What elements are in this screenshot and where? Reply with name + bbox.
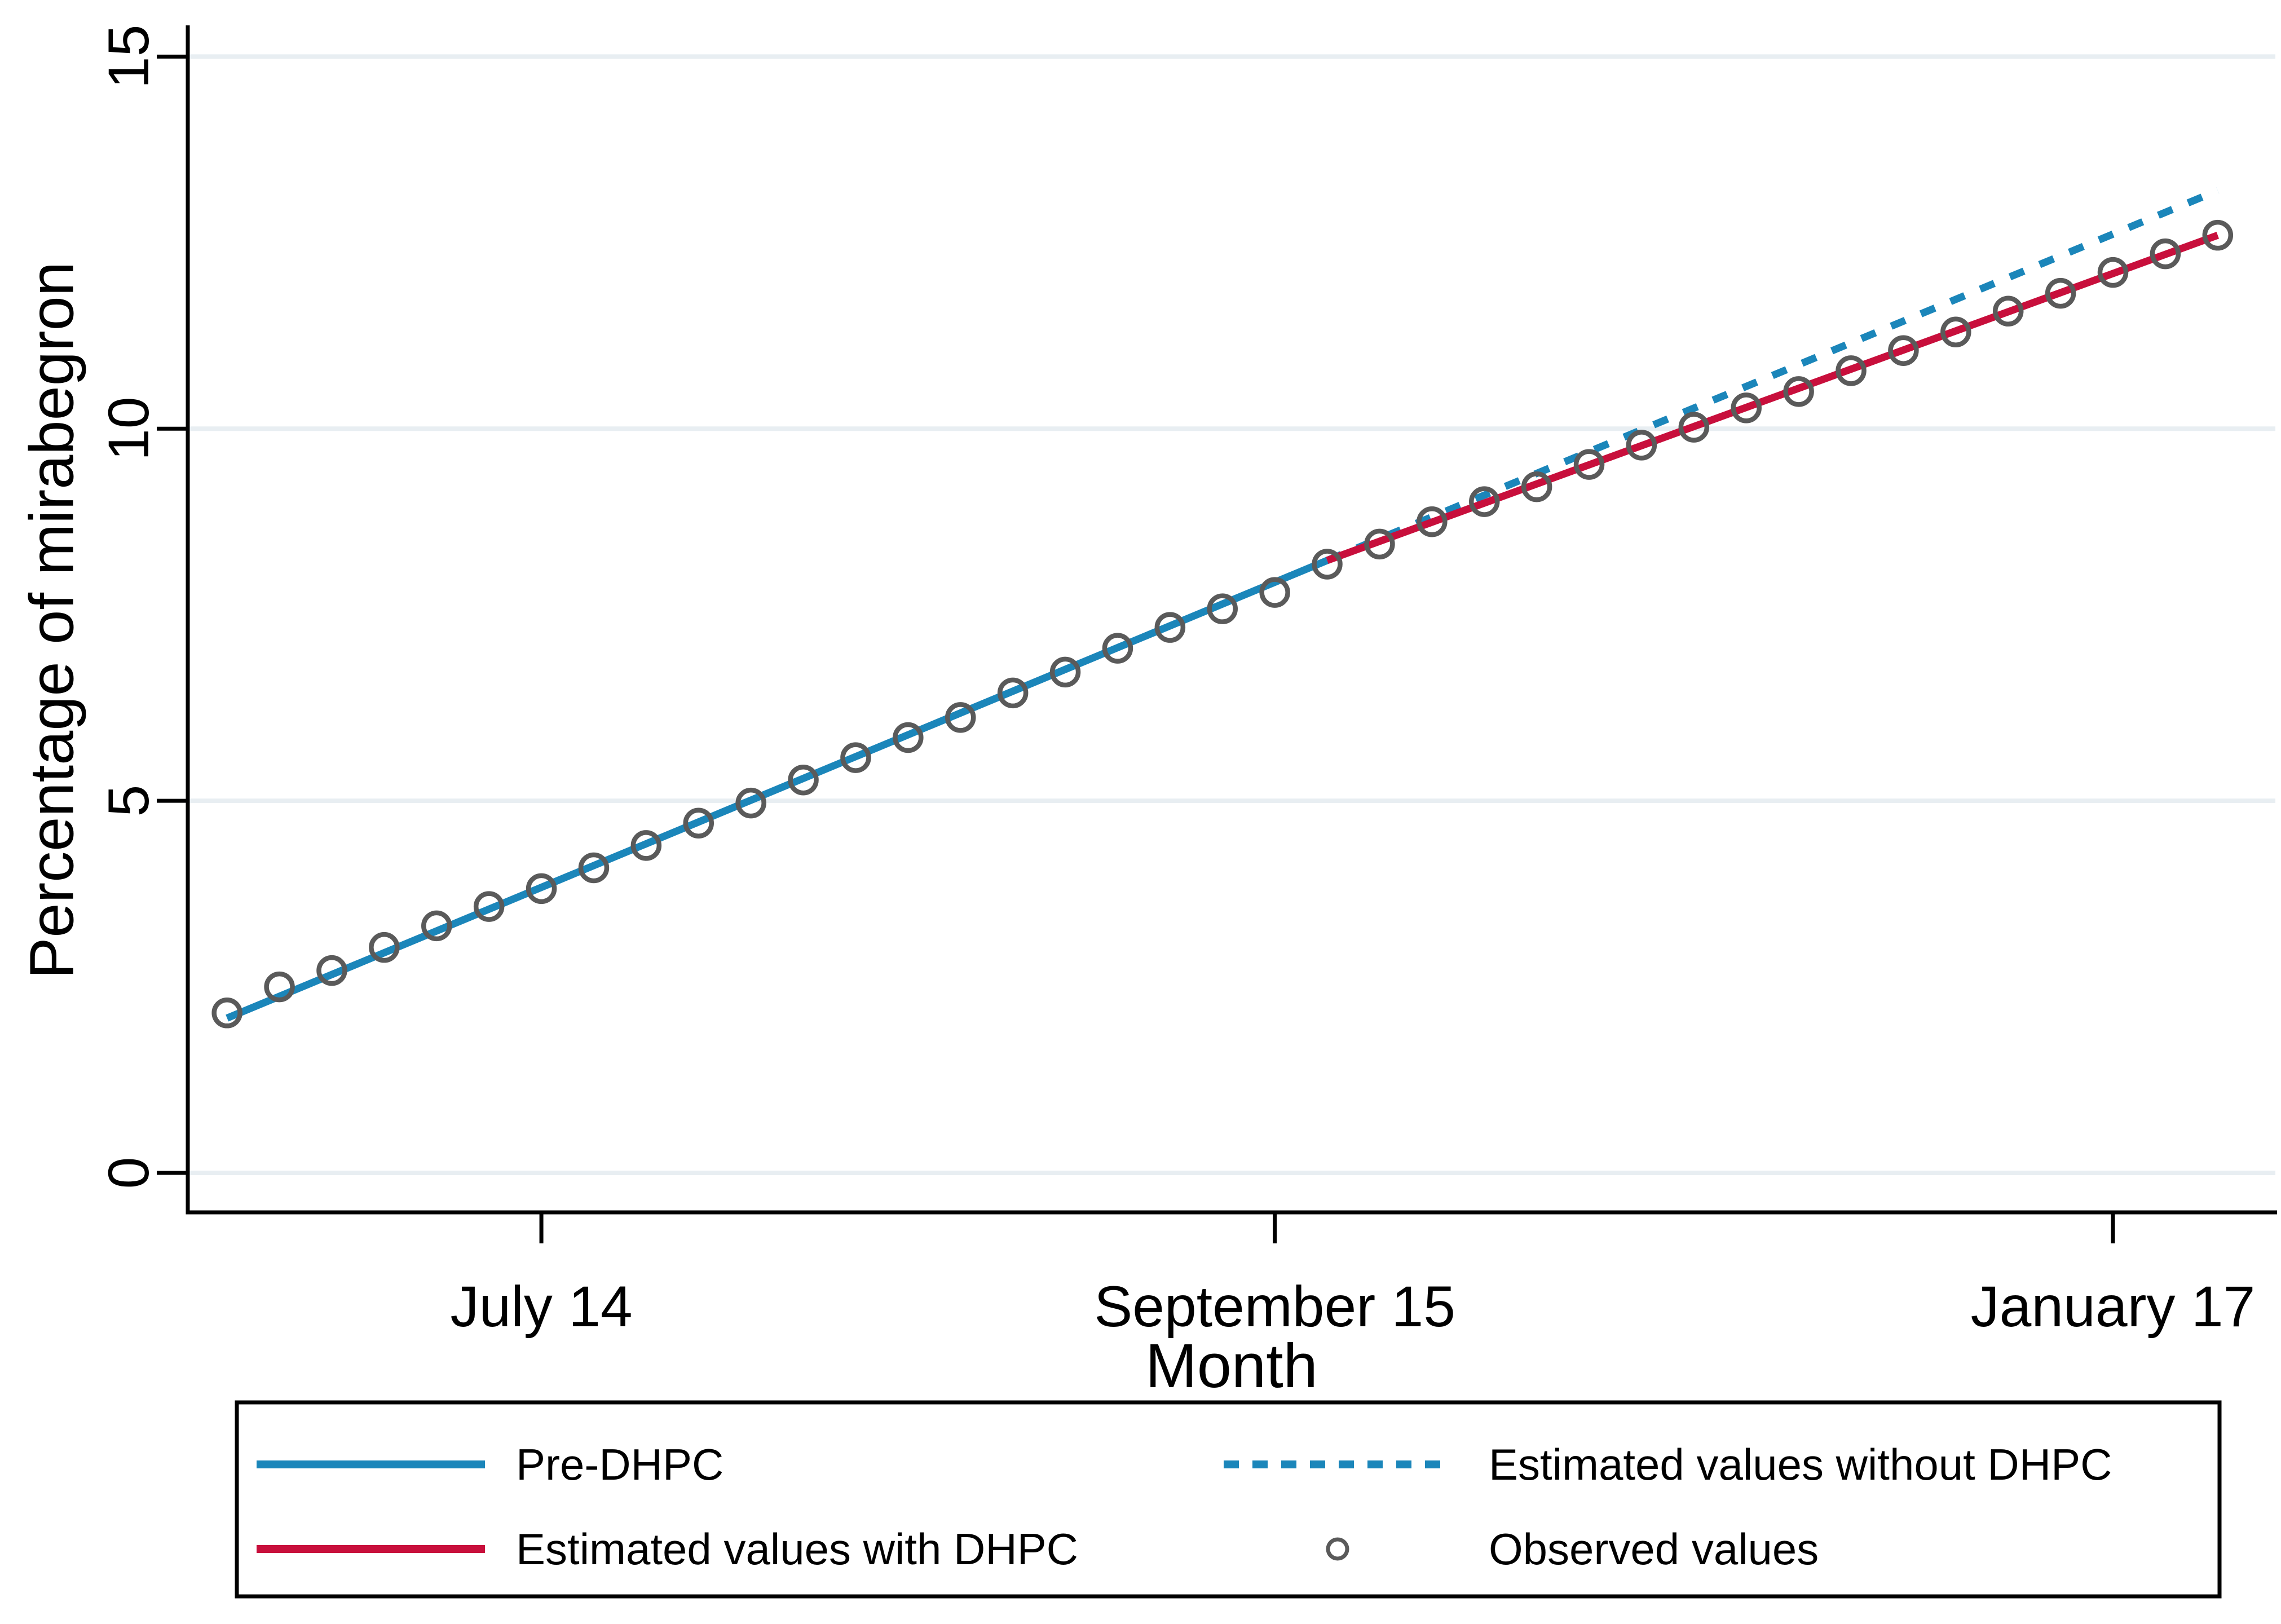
series-observed-values [211, 219, 2234, 1029]
legend-label-estimated-values-without-dhpc: Estimated values without DHPC [1489, 1440, 2112, 1489]
observed-point [1102, 633, 1133, 664]
observed-point [1626, 430, 1657, 461]
observed-point [2045, 277, 2076, 309]
observed-point [1154, 612, 1186, 643]
observed-point [1888, 335, 1919, 366]
legend-label-observed-values: Observed values [1489, 1524, 1819, 1574]
observed-point [1992, 295, 2024, 327]
observed-point [840, 742, 871, 773]
observed-point [893, 722, 924, 753]
observed-point [945, 702, 976, 733]
x-tick-label-2: January 17 [1971, 1274, 2256, 1339]
observed-point [2202, 219, 2234, 251]
observed-point [788, 764, 819, 796]
observed-point [997, 677, 1029, 709]
observed-point [211, 998, 242, 1029]
legend: Pre-DHPC Estimated values without DHPC Est… [235, 1400, 2222, 1599]
legend-marker-observed-values [1326, 1537, 1349, 1561]
observed-point [578, 852, 610, 884]
y-tick-label-15: 15 [96, 25, 161, 89]
observed-point [1836, 355, 1867, 386]
observed-point [1521, 471, 1552, 502]
x-axis-title: Month [1145, 1331, 1318, 1401]
y-axis-title: Percentage of mirabegron [17, 262, 87, 979]
legend-label-estimated-values-with-dhpc: Estimated values with DHPC [516, 1524, 1078, 1574]
series-estimated-values-without-dhpc [1326, 187, 2220, 564]
observed-point [683, 807, 714, 839]
observed-point [1783, 376, 1814, 407]
observed-point [526, 873, 557, 904]
observed-point [2097, 257, 2129, 288]
series-estimated-values-with-dhpc [1326, 232, 2220, 564]
observed-point [369, 932, 400, 963]
series-pre-dhpc [226, 557, 1329, 1022]
observed-point [316, 955, 347, 986]
observed-point [735, 787, 766, 819]
y-tick-label-5: 5 [96, 785, 161, 817]
legend-label-pre-dhpc: Pre-DHPC [516, 1440, 723, 1489]
y-tick-label-10: 10 [96, 397, 161, 461]
observed-point [1678, 412, 1710, 443]
observed-point [1364, 528, 1395, 560]
observed-point [1417, 506, 1448, 537]
observed-point [264, 971, 295, 1003]
legend-box [235, 1400, 2222, 1599]
observed-point [1207, 593, 1238, 624]
x-tick-label-0: July 14 [450, 1274, 632, 1339]
observed-point [1312, 549, 1343, 580]
y-tick-label-0: 0 [96, 1157, 161, 1189]
observed-point [1940, 316, 1971, 347]
observed-point [1573, 449, 1605, 480]
observed-point [1731, 392, 1762, 423]
observed-point [421, 910, 452, 942]
observed-point [473, 891, 505, 922]
observed-point [1259, 577, 1290, 608]
observed-point [1468, 486, 1500, 517]
observed-point [630, 830, 662, 861]
observed-point [2150, 238, 2181, 270]
x-tick-label-1: September 15 [1094, 1274, 1455, 1339]
observed-point [1049, 656, 1081, 688]
